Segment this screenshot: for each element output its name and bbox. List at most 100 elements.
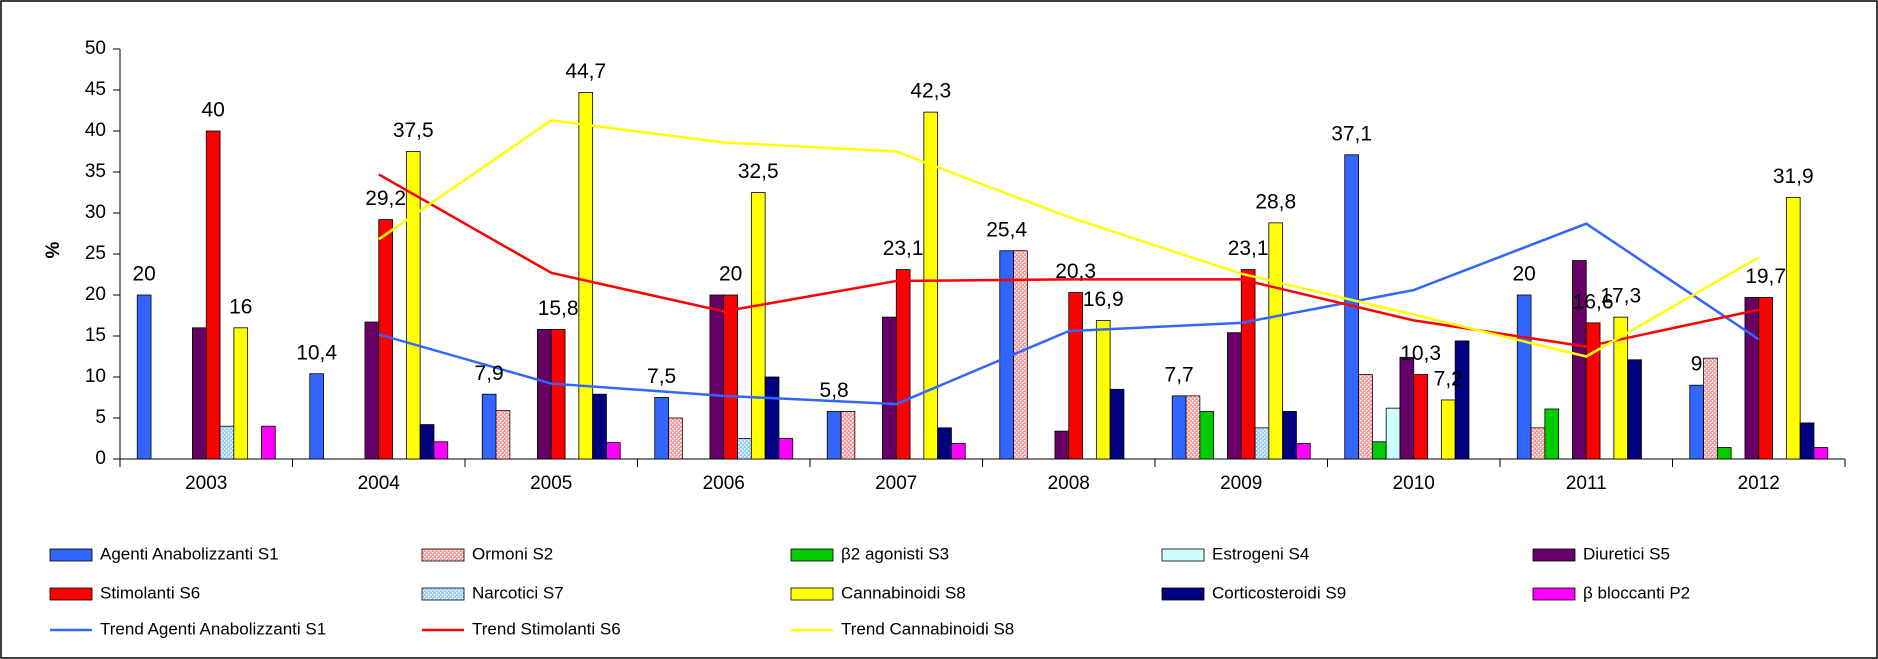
bar — [261, 425, 276, 460]
bar — [1268, 222, 1284, 460]
x-tick-label: 2007 — [875, 473, 917, 494]
bar — [826, 411, 842, 460]
x-tick-label: 2004 — [358, 473, 401, 494]
bar — [136, 294, 152, 460]
value-label: 7,5 — [647, 365, 676, 388]
bar — [405, 151, 421, 460]
bar — [937, 427, 952, 460]
legend-swatch — [1161, 548, 1205, 562]
value-label: 16,9 — [1083, 288, 1124, 311]
bar — [1799, 422, 1815, 460]
value-label: 16 — [229, 295, 252, 318]
bar — [923, 111, 939, 460]
bar — [764, 376, 780, 460]
y-tick-label: 40 — [85, 120, 106, 141]
bar — [309, 373, 324, 460]
value-label: 29,2 — [365, 187, 406, 210]
value-label: 42,3 — [910, 80, 951, 103]
value-label: 5,8 — [820, 379, 849, 402]
legend-label: Trend Stimolanti S6 — [472, 619, 621, 638]
bar — [1199, 411, 1215, 460]
bar — [1516, 294, 1532, 460]
y-tick-label: 5 — [95, 407, 106, 428]
legend-swatch — [1532, 587, 1576, 601]
value-label: 32,5 — [738, 160, 779, 183]
bar — [1385, 407, 1401, 460]
value-label: 31,9 — [1773, 165, 1814, 188]
bar — [219, 425, 235, 460]
value-label: 44,7 — [565, 60, 606, 83]
value-label: 37,5 — [393, 119, 434, 142]
y-tick-label: 0 — [95, 448, 106, 469]
bar — [1296, 443, 1311, 460]
value-label: 10,4 — [296, 341, 337, 364]
bar — [1585, 322, 1601, 460]
bar — [1068, 292, 1083, 460]
bar — [364, 321, 380, 460]
bar — [1544, 408, 1560, 460]
bar — [1254, 427, 1270, 460]
bar — [750, 192, 766, 460]
value-label: 17,3 — [1600, 285, 1641, 308]
bar — [1240, 269, 1256, 460]
value-label: 7,9 — [475, 362, 504, 385]
value-label: 7,7 — [1165, 363, 1194, 386]
x-tick-label: 2011 — [1566, 473, 1607, 494]
bar — [1185, 395, 1201, 460]
value-label: 7,2 — [1434, 368, 1463, 391]
bar — [1716, 447, 1732, 460]
bar — [951, 443, 966, 460]
bar — [668, 417, 683, 460]
bar — [840, 411, 856, 460]
legend-swatch — [49, 548, 93, 562]
x-tick-label: 2005 — [530, 473, 572, 494]
value-label: 20 — [719, 263, 742, 286]
legend-label: β2 agonisti S3 — [841, 544, 949, 563]
trend-line — [378, 222, 1760, 406]
value-label: 23,1 — [1228, 237, 1269, 260]
bar — [723, 294, 738, 460]
x-tick-label: 2009 — [1220, 473, 1262, 494]
legend-label: Narcotici S7 — [472, 583, 564, 602]
y-tick-label: 25 — [85, 243, 106, 264]
bar — [1744, 297, 1760, 460]
bar — [1703, 357, 1718, 460]
y-tick-label: 15 — [85, 325, 106, 346]
bar — [1399, 356, 1415, 460]
y-tick-label: 10 — [85, 366, 106, 387]
value-label: 37,1 — [1331, 122, 1372, 145]
legend-label: Diuretici S5 — [1583, 544, 1670, 563]
legend-swatch — [1532, 548, 1576, 562]
x-tick-label: 2010 — [1393, 473, 1435, 494]
bar — [378, 219, 393, 460]
bar — [233, 327, 249, 460]
trend-line — [378, 119, 1760, 358]
bar — [737, 438, 752, 460]
bar — [433, 441, 449, 460]
value-label: 20 — [1512, 263, 1535, 286]
bar — [895, 269, 911, 460]
legend-swatch — [49, 587, 93, 601]
legend-label: Corticosteroidi S9 — [1212, 583, 1346, 602]
legend-label: Estrogeni S4 — [1212, 544, 1309, 563]
bar — [537, 329, 552, 460]
y-axis-label: % — [43, 241, 64, 258]
value-label: 28,8 — [1255, 190, 1296, 213]
bar — [1785, 197, 1801, 460]
bar — [1440, 399, 1456, 460]
legend-label: Cannabinoidi S8 — [841, 583, 966, 602]
value-label: 9 — [1691, 353, 1703, 376]
bar — [1171, 395, 1187, 460]
x-tick-label: 2006 — [703, 473, 745, 494]
bar — [592, 393, 607, 460]
value-label: 20,3 — [1055, 260, 1096, 283]
bar — [654, 397, 669, 460]
bar — [882, 316, 897, 460]
y-tick-label: 20 — [85, 284, 106, 305]
legend-swatch — [1161, 587, 1205, 601]
y-tick-label: 30 — [85, 202, 106, 223]
value-label: 16,6 — [1573, 290, 1614, 313]
bar — [1813, 447, 1829, 460]
